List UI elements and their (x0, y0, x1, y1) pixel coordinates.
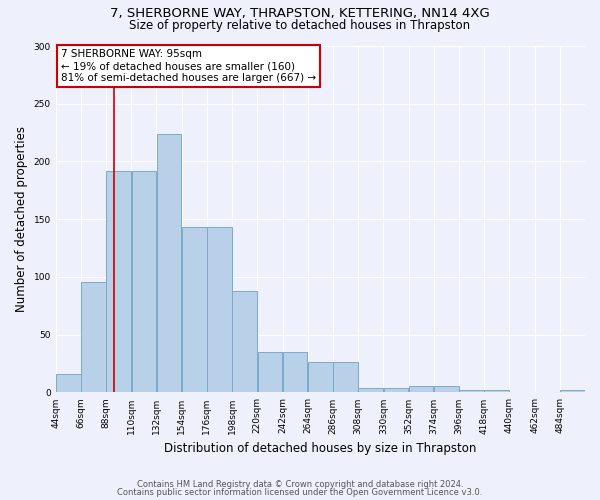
Text: 7 SHERBORNE WAY: 95sqm
← 19% of detached houses are smaller (160)
81% of semi-de: 7 SHERBORNE WAY: 95sqm ← 19% of detached… (61, 50, 316, 82)
Bar (459, 390, 484, 392)
Bar (560, 390, 585, 392)
Bar (81, 282, 106, 393)
Bar (333, 362, 358, 392)
Bar (484, 390, 509, 392)
Bar (182, 228, 206, 392)
Text: Size of property relative to detached houses in Thrapston: Size of property relative to detached ho… (130, 18, 470, 32)
Bar (358, 388, 383, 392)
Bar (308, 362, 332, 392)
Bar (56, 374, 80, 392)
Bar (283, 352, 307, 393)
Text: Contains public sector information licensed under the Open Government Licence v3: Contains public sector information licen… (118, 488, 482, 497)
Bar (131, 170, 156, 392)
Bar (409, 386, 433, 392)
Bar (383, 388, 408, 392)
Bar (434, 386, 458, 392)
Bar (157, 134, 181, 392)
Bar (232, 291, 257, 392)
X-axis label: Distribution of detached houses by size in Thrapston: Distribution of detached houses by size … (164, 442, 476, 455)
Bar (257, 352, 282, 393)
Y-axis label: Number of detached properties: Number of detached properties (15, 126, 28, 312)
Bar (207, 228, 232, 392)
Text: Contains HM Land Registry data © Crown copyright and database right 2024.: Contains HM Land Registry data © Crown c… (137, 480, 463, 489)
Text: 7, SHERBORNE WAY, THRAPSTON, KETTERING, NN14 4XG: 7, SHERBORNE WAY, THRAPSTON, KETTERING, … (110, 8, 490, 20)
Bar (106, 170, 131, 392)
